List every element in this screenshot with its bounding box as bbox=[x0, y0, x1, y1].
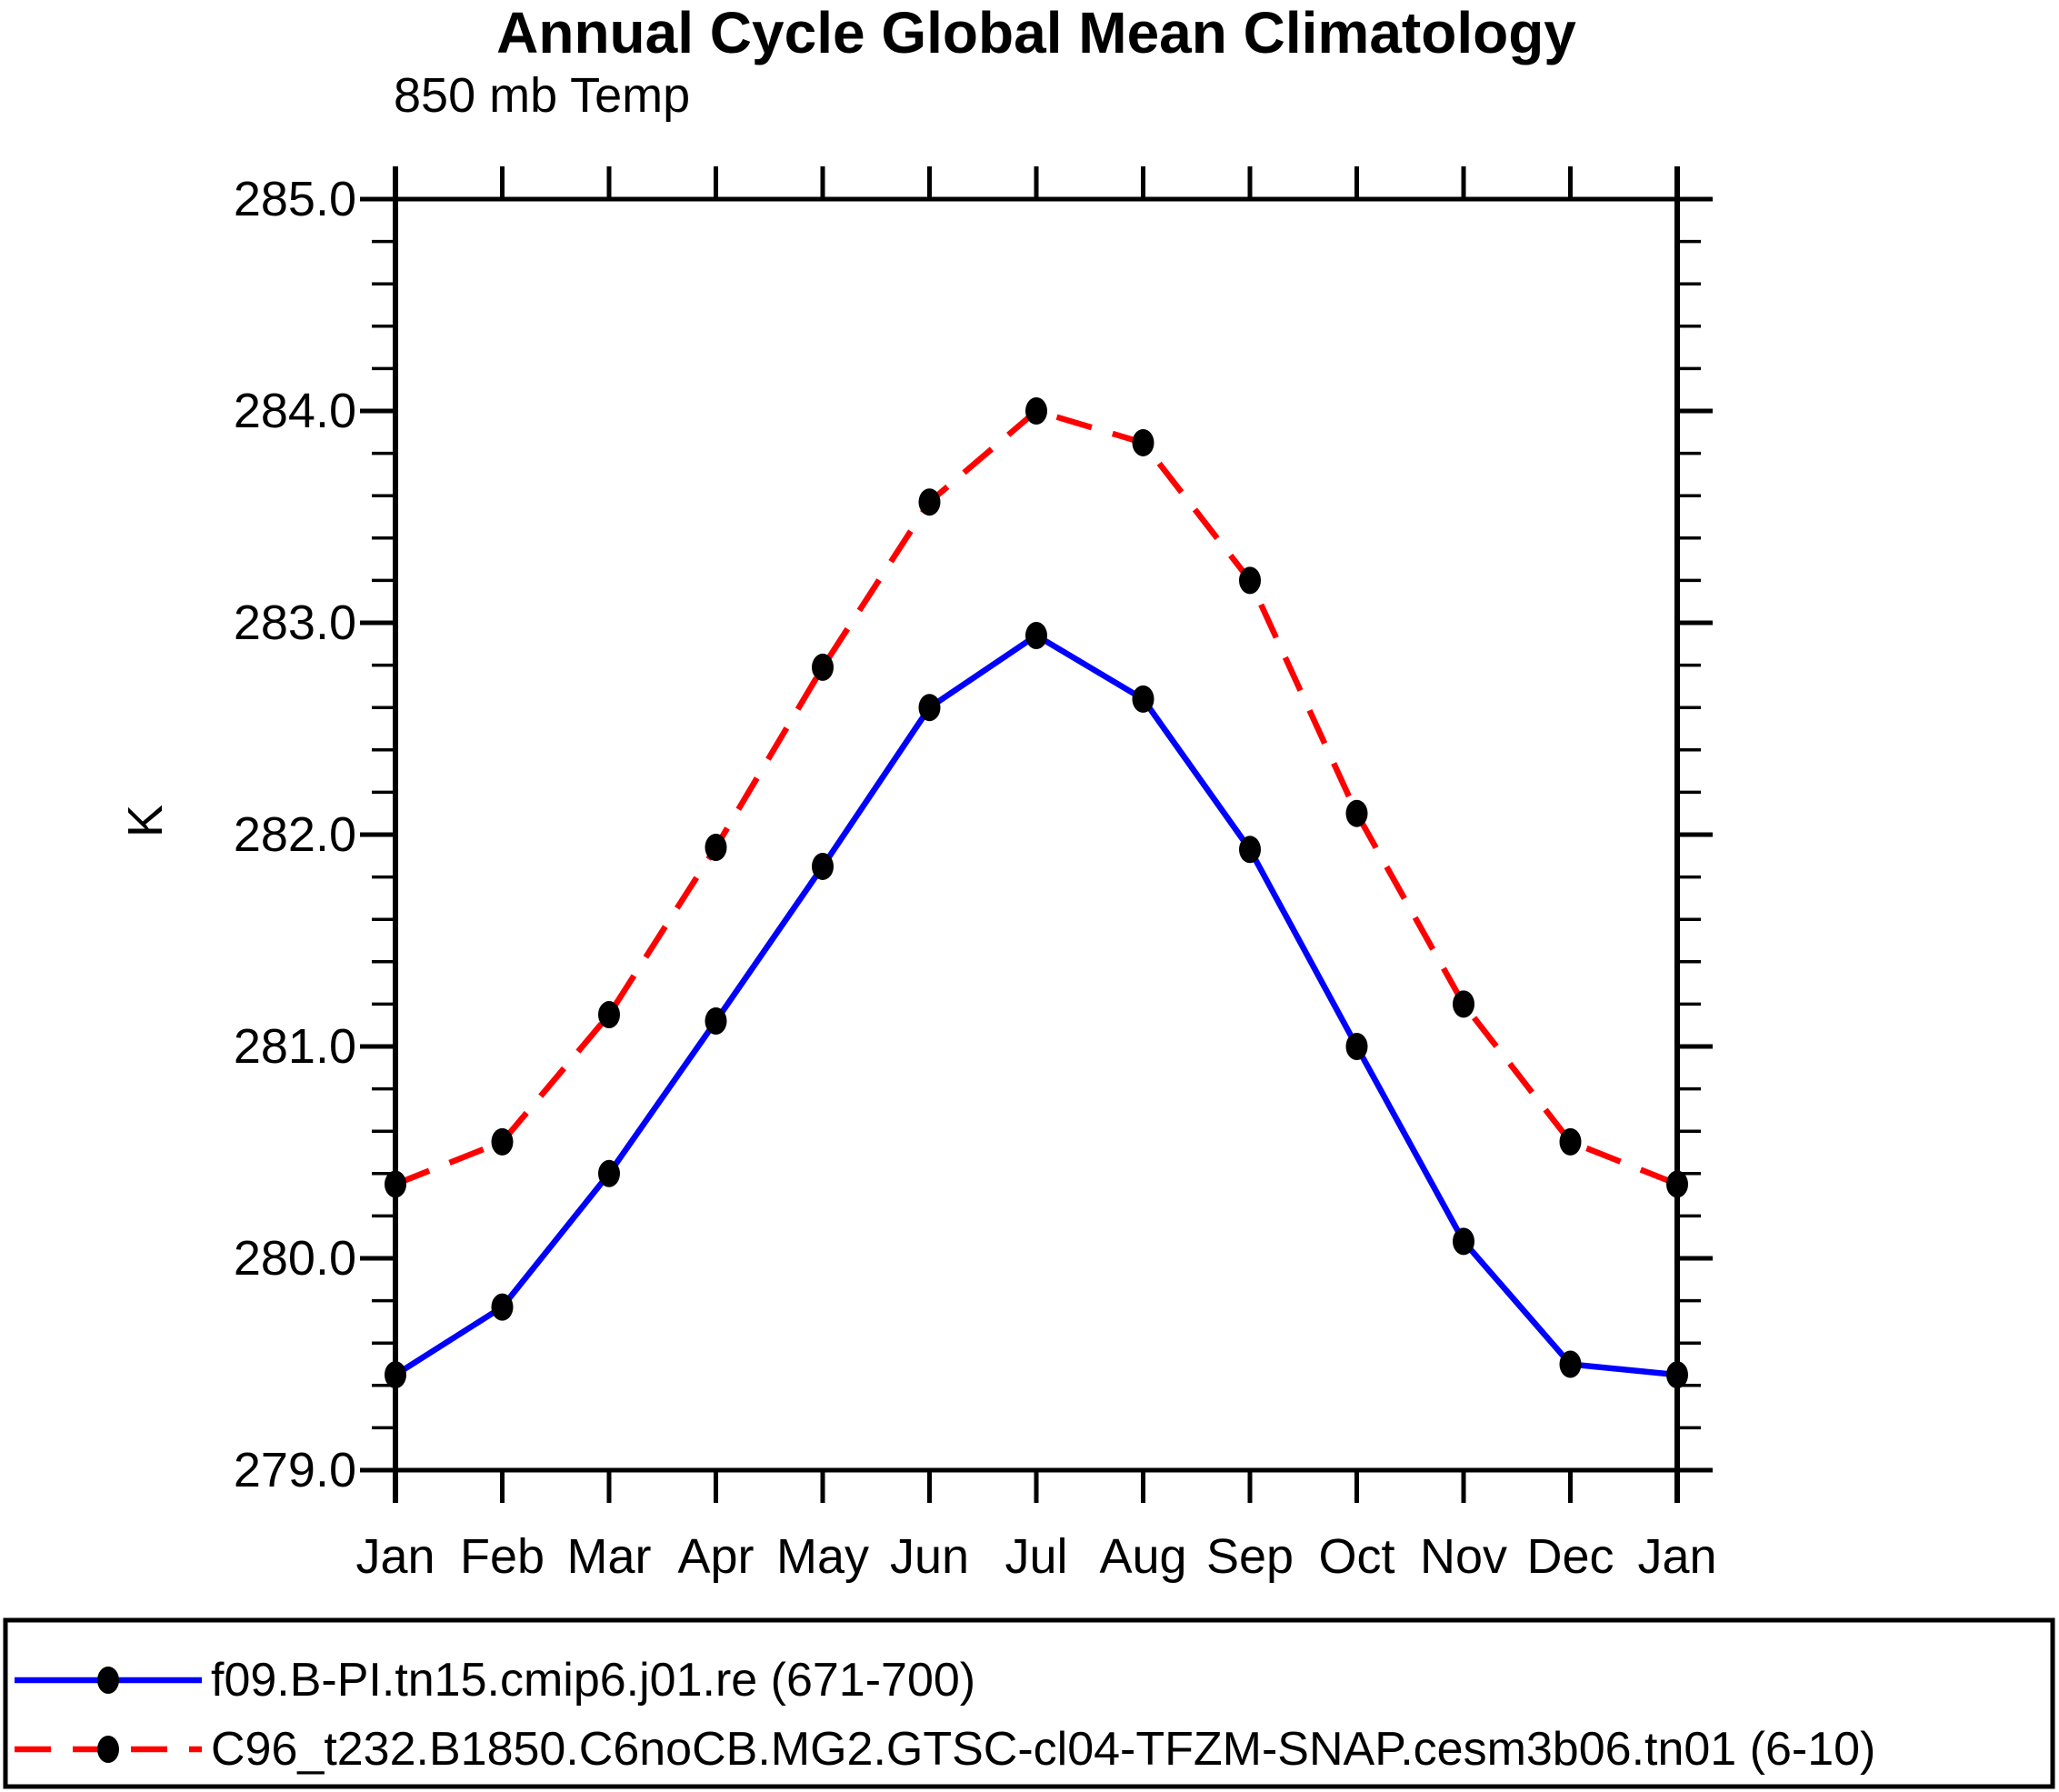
data-point-marker bbox=[1453, 1227, 1474, 1256]
x-tick-label: Mar bbox=[567, 1529, 652, 1584]
x-tick-label: Jan bbox=[1637, 1529, 1716, 1584]
x-tick-label: Apr bbox=[677, 1529, 754, 1584]
y-tick-label: 281.0 bbox=[234, 1019, 356, 1074]
data-point-marker bbox=[1132, 685, 1154, 713]
legend-box bbox=[3, 1617, 2055, 1789]
data-point-marker bbox=[918, 694, 941, 722]
series-line-0 bbox=[394, 632, 1678, 1378]
data-point-marker bbox=[1239, 566, 1261, 595]
data-point-marker bbox=[1559, 1127, 1582, 1156]
data-point-marker bbox=[1345, 1033, 1368, 1060]
series-line-1 bbox=[394, 407, 1679, 1187]
x-tick-label: Oct bbox=[1318, 1529, 1394, 1584]
y-axis-ticks bbox=[360, 196, 1713, 1473]
y-tick-label: 280.0 bbox=[234, 1231, 356, 1286]
y-tick-label: 279.0 bbox=[234, 1443, 356, 1497]
data-point-marker bbox=[1239, 836, 1261, 864]
chart-title: Annual Cycle Global Mean Climatology bbox=[496, 0, 1576, 65]
data-point-marker bbox=[918, 488, 941, 516]
x-axis-labels: Jan Feb Mar Apr May Jun Jul Aug Sep Oct Nov Dec Jan bbox=[355, 1529, 1716, 1584]
x-tick-label: Jul bbox=[1005, 1529, 1067, 1584]
y-tick-label: 285.0 bbox=[234, 172, 356, 226]
data-point-marker bbox=[1666, 1170, 1688, 1198]
x-axis-ticks bbox=[393, 166, 1680, 1503]
x-tick-label: Sep bbox=[1206, 1529, 1294, 1584]
data-point-marker bbox=[1559, 1350, 1582, 1378]
data-point-marker bbox=[385, 1170, 406, 1198]
data-point-marker bbox=[1025, 621, 1047, 649]
data-point-marker bbox=[1666, 1361, 1688, 1389]
y-axis-title: K bbox=[118, 805, 173, 837]
chart-subtitle: 850 mb Temp bbox=[394, 68, 690, 123]
data-point-marker bbox=[598, 1001, 620, 1029]
y-axis-labels: 279.0 280.0 281.0 282.0 283.0 284.0 285.0 bbox=[234, 172, 356, 1497]
data-point-marker bbox=[491, 1293, 514, 1321]
data-point-marker bbox=[491, 1127, 514, 1156]
legend-label-0: f09.B-PI.tn15.cmip6.j01.re (671-700) bbox=[211, 1654, 975, 1707]
series-lines bbox=[394, 407, 1679, 1378]
data-point-marker bbox=[705, 1007, 727, 1036]
x-tick-label: Nov bbox=[1420, 1529, 1507, 1584]
legend-marker-1 bbox=[97, 1736, 119, 1763]
data-point-markers bbox=[385, 397, 1688, 1389]
x-tick-label: Aug bbox=[1099, 1529, 1186, 1584]
axes-frame bbox=[393, 166, 1680, 1503]
data-point-marker bbox=[598, 1159, 620, 1187]
y-tick-label: 284.0 bbox=[234, 384, 356, 438]
x-tick-label: Jun bbox=[890, 1529, 969, 1584]
y-tick-label: 283.0 bbox=[234, 596, 356, 650]
x-tick-label: Jan bbox=[355, 1529, 435, 1584]
x-tick-label: Dec bbox=[1526, 1529, 1614, 1584]
data-point-marker bbox=[1453, 990, 1474, 1018]
legend: f09.B-PI.tn15.cmip6.j01.re (671-700) C96_… bbox=[3, 1617, 2055, 1789]
data-point-marker bbox=[1025, 397, 1047, 425]
data-point-marker bbox=[1132, 428, 1154, 456]
legend-marker-0 bbox=[97, 1667, 119, 1694]
data-point-marker bbox=[812, 653, 834, 681]
data-point-marker bbox=[705, 833, 727, 861]
y-tick-label: 282.0 bbox=[234, 807, 356, 862]
x-tick-label: May bbox=[776, 1529, 869, 1584]
x-tick-label: Feb bbox=[460, 1529, 545, 1584]
data-point-marker bbox=[812, 852, 834, 880]
data-point-marker bbox=[1345, 799, 1368, 827]
plot-frame bbox=[393, 196, 1680, 1473]
data-point-marker bbox=[385, 1361, 406, 1389]
legend-label-1: C96_t232.B1850.C6noCB.MG2.GTSC-cl04-TFZM… bbox=[211, 1723, 1875, 1776]
